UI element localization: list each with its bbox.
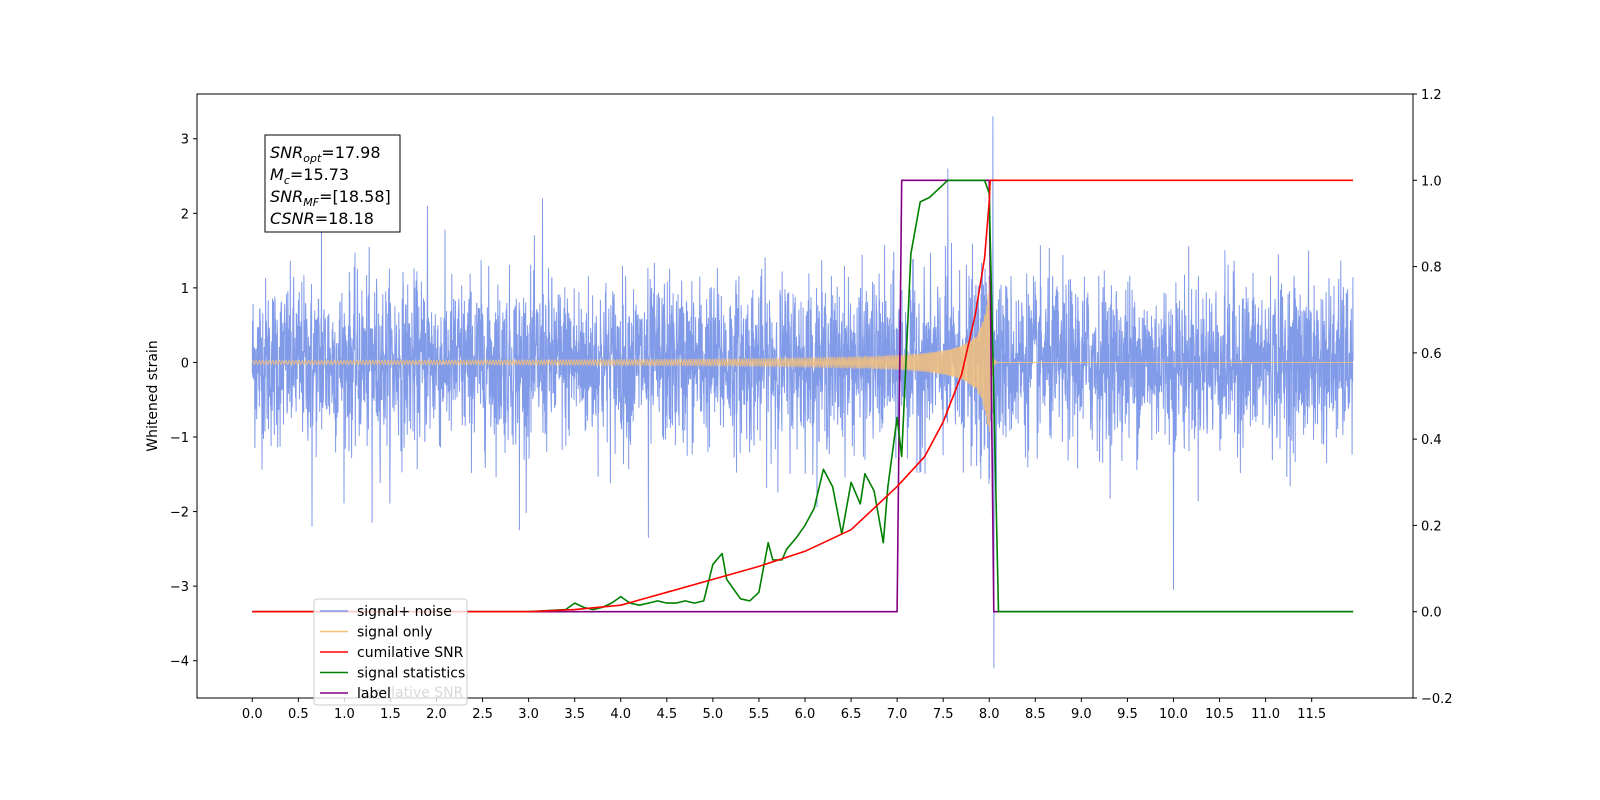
x-tick-label: 3.5 bbox=[564, 707, 585, 722]
legend-label: label bbox=[357, 686, 391, 702]
y-tick-label-left: 1 bbox=[181, 282, 189, 297]
x-tick-label: 2.0 bbox=[426, 707, 447, 722]
y-tick-label-right: 1.2 bbox=[1421, 88, 1442, 103]
x-tick-label: 11.5 bbox=[1297, 707, 1326, 722]
annotation-line: SNRMF=[18.58] bbox=[270, 187, 391, 209]
x-tick-label: 1.5 bbox=[380, 707, 401, 722]
y-tick-label-right: 0.4 bbox=[1421, 433, 1442, 448]
y-tick-label-left: 3 bbox=[181, 133, 189, 148]
annotation-box: SNRopt=17.98Mc=15.73SNRMF=[18.58]CSNR=18… bbox=[265, 135, 400, 232]
y-axis-label: Whitened strain bbox=[145, 340, 161, 451]
x-tick-label: 2.5 bbox=[472, 707, 493, 722]
y-tick-label-right: 1.0 bbox=[1421, 174, 1442, 189]
x-tick-label: 8.0 bbox=[979, 707, 1000, 722]
x-tick-label: 1.0 bbox=[334, 707, 355, 722]
x-tick-label: 3.0 bbox=[518, 707, 539, 722]
legend-label: signal only bbox=[357, 625, 432, 641]
x-tick-label: 4.5 bbox=[656, 707, 677, 722]
y-tick-label-right: −0.2 bbox=[1421, 692, 1453, 707]
y-tick-label-left: 2 bbox=[181, 207, 189, 222]
annotation-line: Mc=15.73 bbox=[270, 165, 349, 187]
y-tick-label-left: −2 bbox=[170, 506, 189, 521]
x-tick-label: 7.0 bbox=[887, 707, 908, 722]
x-tick-label: 8.5 bbox=[1025, 707, 1046, 722]
y-tick-label-right: 0.0 bbox=[1421, 606, 1442, 621]
legend-label: signal+ noise bbox=[357, 604, 452, 620]
x-tick-label: 10.5 bbox=[1205, 707, 1234, 722]
x-tick-label: 0.0 bbox=[242, 707, 263, 722]
x-tick-label: 6.0 bbox=[795, 707, 816, 722]
x-tick-label: 5.5 bbox=[749, 707, 770, 722]
y-tick-label-left: −1 bbox=[170, 431, 189, 446]
x-tick-label: 5.0 bbox=[703, 707, 724, 722]
x-tick-label: 11.0 bbox=[1251, 707, 1280, 722]
x-tick-label: 6.5 bbox=[841, 707, 862, 722]
x-tick-label: 9.5 bbox=[1117, 707, 1138, 722]
y-tick-label-left: −3 bbox=[170, 580, 189, 595]
y-tick-label-right: 0.6 bbox=[1421, 347, 1442, 362]
annotation-line: CSNR=18.18 bbox=[270, 209, 374, 228]
y-tick-label-right: 0.2 bbox=[1421, 519, 1442, 534]
y-tick-label-right: 0.8 bbox=[1421, 261, 1442, 276]
x-tick-label: 10.0 bbox=[1159, 707, 1188, 722]
x-tick-label: 4.0 bbox=[610, 707, 631, 722]
annotation-line: SNRopt=17.98 bbox=[270, 143, 381, 165]
legend-label: signal statistics bbox=[357, 666, 465, 682]
x-tick-label: 9.0 bbox=[1071, 707, 1092, 722]
x-tick-label: 7.5 bbox=[933, 707, 954, 722]
y-tick-label-left: 0 bbox=[181, 356, 189, 371]
y-tick-label-left: −4 bbox=[170, 655, 189, 670]
legend-label: cumilative SNR bbox=[357, 645, 464, 661]
x-tick-label: 0.5 bbox=[288, 707, 309, 722]
